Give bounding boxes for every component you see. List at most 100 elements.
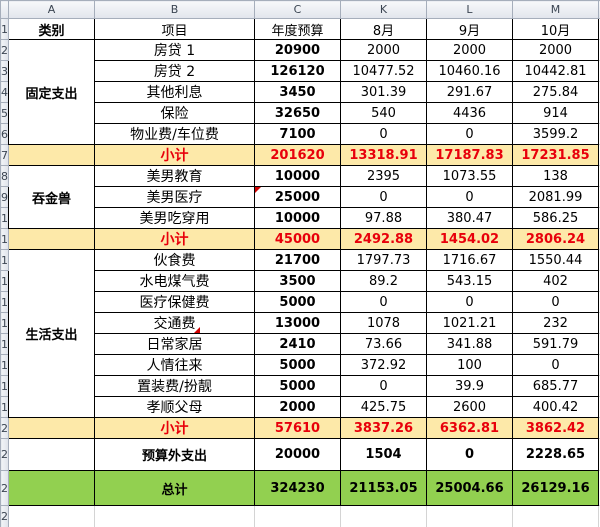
row-header[interactable]: 9	[0, 186, 9, 208]
row-header[interactable]: 22	[0, 470, 9, 506]
row-header[interactable]: 20	[0, 417, 9, 439]
subtotal-budget-cell[interactable]: 201620	[254, 144, 341, 166]
extra-budget-cell[interactable]: 20000	[254, 438, 341, 471]
month-value-cell[interactable]: 341.88	[426, 333, 513, 355]
month-value-cell[interactable]: 1716.67	[426, 249, 513, 271]
empty-cell[interactable]	[598, 228, 600, 250]
budget-cell[interactable]: 5000	[254, 375, 341, 397]
empty-cell[interactable]	[8, 505, 95, 527]
month-value-cell[interactable]: 586.25	[512, 207, 599, 229]
item-cell[interactable]: 美男吃穿用	[94, 207, 255, 229]
empty-cell[interactable]	[598, 60, 600, 82]
empty-cell[interactable]	[598, 102, 600, 124]
month-value-cell[interactable]: 97.88	[340, 207, 427, 229]
budget-cell[interactable]: 21700	[254, 249, 341, 271]
extra-category-cell[interactable]	[8, 438, 95, 471]
month-value-cell[interactable]: 1073.55	[426, 165, 513, 187]
header-item-cell[interactable]: 项目	[94, 18, 255, 40]
month-value-cell[interactable]: 0	[340, 186, 427, 208]
empty-cell[interactable]	[512, 505, 599, 527]
month-value-cell[interactable]: 1021.21	[426, 312, 513, 334]
subtotal-label[interactable]: 小计	[94, 144, 255, 166]
category-cell[interactable]: 吞金兽	[8, 165, 95, 229]
row-header[interactable]: 11	[0, 228, 9, 250]
month-value-cell[interactable]: 73.66	[340, 333, 427, 355]
subtotal-value-cell[interactable]: 1454.02	[426, 228, 513, 250]
month-value-cell[interactable]: 2000	[512, 39, 599, 61]
extra-value-cell[interactable]: 1504	[340, 438, 427, 471]
row-header[interactable]: 1	[0, 18, 9, 40]
month-value-cell[interactable]: 0	[426, 291, 513, 313]
total-budget-cell[interactable]: 324230	[254, 470, 341, 506]
row-header[interactable]: 18	[0, 375, 9, 397]
month-value-cell[interactable]: 10477.52	[340, 60, 427, 82]
category-cell[interactable]: 生活支出	[8, 249, 95, 418]
month-value-cell[interactable]: 291.67	[426, 81, 513, 103]
column-header-next[interactable]	[598, 0, 600, 19]
month-value-cell[interactable]: 1797.73	[340, 249, 427, 271]
item-cell[interactable]: 保险	[94, 102, 255, 124]
item-cell[interactable]: 人情往来	[94, 354, 255, 376]
header-month-cell[interactable]: 10月	[512, 18, 599, 40]
budget-cell[interactable]: 10000	[254, 207, 341, 229]
subtotal-value-cell[interactable]: 13318.91	[340, 144, 427, 166]
budget-cell[interactable]: 10000	[254, 165, 341, 187]
month-value-cell[interactable]: 232	[512, 312, 599, 334]
subtotal-category-cell[interactable]	[8, 228, 95, 250]
month-value-cell[interactable]: 0	[340, 123, 427, 145]
row-header[interactable]: 6	[0, 123, 9, 145]
empty-cell[interactable]	[598, 39, 600, 61]
column-header-c[interactable]: C	[254, 0, 341, 19]
header-budget-cell[interactable]: 年度预算	[254, 18, 341, 40]
item-cell[interactable]: 水电煤气费	[94, 270, 255, 292]
item-cell[interactable]: 孝顺父母	[94, 396, 255, 418]
category-cell[interactable]: 固定支出	[8, 39, 95, 145]
total-label[interactable]: 总计	[94, 470, 255, 506]
month-value-cell[interactable]: 10442.81	[512, 60, 599, 82]
subtotal-category-cell[interactable]	[8, 144, 95, 166]
empty-cell[interactable]	[598, 249, 600, 271]
empty-cell[interactable]	[598, 123, 600, 145]
row-header[interactable]: 23	[0, 505, 9, 527]
month-value-cell[interactable]: 540	[340, 102, 427, 124]
column-header-a[interactable]: A	[8, 0, 95, 19]
budget-cell[interactable]: 32650	[254, 102, 341, 124]
budget-cell[interactable]: 25000	[254, 186, 341, 208]
budget-cell[interactable]: 5000	[254, 354, 341, 376]
total-value-cell[interactable]: 26129.16	[512, 470, 599, 506]
month-value-cell[interactable]: 2395	[340, 165, 427, 187]
subtotal-value-cell[interactable]: 3862.42	[512, 417, 599, 439]
month-value-cell[interactable]: 138	[512, 165, 599, 187]
empty-cell[interactable]	[598, 333, 600, 355]
empty-cell[interactable]	[340, 505, 427, 527]
month-value-cell[interactable]: 301.39	[340, 81, 427, 103]
column-header-k[interactable]: K	[340, 0, 427, 19]
month-value-cell[interactable]: 914	[512, 102, 599, 124]
row-header[interactable]: 4	[0, 81, 9, 103]
month-value-cell[interactable]: 275.84	[512, 81, 599, 103]
month-value-cell[interactable]: 0	[512, 354, 599, 376]
subtotal-value-cell[interactable]: 17187.83	[426, 144, 513, 166]
budget-cell[interactable]: 7100	[254, 123, 341, 145]
month-value-cell[interactable]: 543.15	[426, 270, 513, 292]
empty-cell[interactable]	[254, 505, 341, 527]
comment-marker-icon[interactable]	[193, 327, 200, 333]
row-header[interactable]: 14	[0, 291, 9, 313]
month-value-cell[interactable]: 685.77	[512, 375, 599, 397]
empty-cell[interactable]	[598, 396, 600, 418]
month-value-cell[interactable]: 39.9	[426, 375, 513, 397]
row-header[interactable]: 21	[0, 438, 9, 471]
comment-marker-icon[interactable]	[255, 187, 261, 193]
empty-cell[interactable]	[598, 165, 600, 187]
budget-cell[interactable]: 2000	[254, 396, 341, 418]
month-value-cell[interactable]: 2600	[426, 396, 513, 418]
row-header[interactable]: 12	[0, 249, 9, 271]
row-header[interactable]: 19	[0, 396, 9, 418]
subtotal-category-cell[interactable]	[8, 417, 95, 439]
budget-cell[interactable]: 13000	[254, 312, 341, 334]
month-value-cell[interactable]: 1550.44	[512, 249, 599, 271]
item-cell[interactable]: 美男医疗	[94, 186, 255, 208]
month-value-cell[interactable]: 10460.16	[426, 60, 513, 82]
header-category-cell[interactable]: 类别	[8, 18, 95, 40]
empty-cell[interactable]	[426, 505, 513, 527]
